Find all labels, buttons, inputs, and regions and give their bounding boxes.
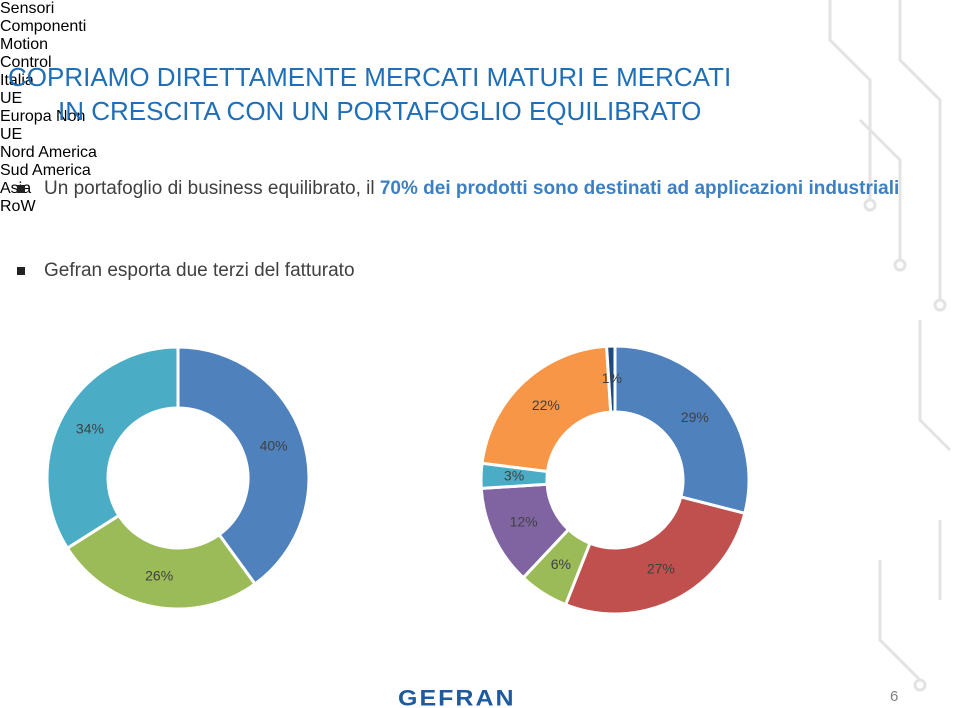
legend-label: UE (0, 90, 23, 107)
legend-label: Motion Control (0, 36, 52, 71)
data-label: 1% (602, 370, 622, 386)
title-line: COPRIAMO DIRETTAMENTE MERCATI MATURI E M… (8, 62, 732, 92)
legend-label: Componenti (0, 18, 87, 35)
data-label: 29% (681, 409, 709, 425)
page-number: 6 (890, 688, 899, 705)
bullet-text: Un portafoglio di business equilibrato, … (44, 178, 380, 199)
slide-title: COPRIAMO DIRETTAMENTE MERCATI MATURI E M… (8, 60, 888, 128)
data-label: 3% (504, 468, 524, 484)
legend-label: Italia (0, 72, 34, 89)
donut-segment (176, 345, 311, 587)
data-label: 22% (532, 397, 560, 413)
legend-item: Sensori (0, 0, 80, 18)
donut-segment (45, 345, 180, 551)
legend-label: RoW (0, 198, 36, 215)
data-label: 40% (260, 438, 288, 454)
legend-item: Nord America (0, 144, 100, 162)
data-label: 12% (510, 514, 538, 530)
donut-segment (480, 344, 613, 474)
bullet: Un portafoglio di business equilibrato, … (17, 172, 904, 205)
legend-item: Motion Control (0, 36, 80, 72)
circuit-decoration (828, 0, 952, 692)
title-line: IN CRESCITA CON UN PORTAFOGLIO EQUILIBRA… (58, 96, 702, 126)
bullet-highlight: 70% dei prodotti sono destinati ad appli… (379, 178, 900, 199)
logo: GEFRAN (398, 685, 516, 708)
data-label: 26% (145, 567, 173, 583)
donut-segment (563, 495, 747, 616)
bullet: Gefran esporta due terzi del fatturato (17, 254, 904, 287)
legend-item: Italia (0, 72, 100, 90)
data-label: 27% (647, 561, 675, 577)
donut-segment (604, 344, 617, 414)
legend-item: UE (0, 90, 100, 108)
bullet-text: Gefran esporta due terzi del fatturato (44, 260, 355, 281)
legend-label: Nord America (0, 144, 97, 161)
legend-item: Europa Non UE (0, 108, 100, 144)
legend-label: Europa Non UE (0, 108, 86, 143)
data-label: 6% (551, 556, 571, 572)
data-label: 34% (76, 420, 104, 436)
legend-label: Sud America (0, 162, 91, 179)
legend-label: Sensori (0, 0, 55, 17)
legend-item: RoW (0, 198, 100, 216)
legend-item: Sud America (0, 162, 100, 180)
donut-segment (65, 513, 258, 611)
legend-item: Componenti (0, 18, 86, 36)
donut-segment (613, 344, 751, 516)
